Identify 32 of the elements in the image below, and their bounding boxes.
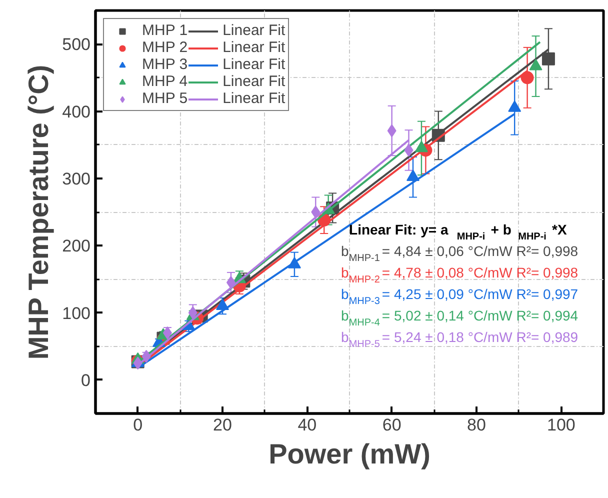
legend-label: Linear Fit — [222, 73, 286, 90]
point — [414, 140, 428, 152]
y-axis-title: MHP Temperature (°C) — [23, 64, 54, 360]
legend-label: Linear Fit — [222, 90, 286, 107]
x-tick-label: 0 — [133, 416, 143, 434]
legend-label: MHP 1 — [142, 22, 188, 39]
x-axis-title: Power (mW) — [268, 438, 430, 470]
point — [188, 306, 198, 320]
legend-label: Linear Fit — [222, 22, 286, 39]
point — [162, 326, 172, 340]
x-tick-label: 80 — [467, 416, 486, 434]
y-tick-label: 400 — [62, 102, 91, 122]
point — [311, 206, 320, 218]
legend-label: MHP 2 — [142, 39, 188, 56]
point — [542, 52, 555, 66]
y-tick-label: 100 — [62, 304, 91, 323]
point — [520, 71, 534, 84]
x-tick-label: 60 — [382, 416, 402, 434]
legend-label: MHP 3 — [142, 56, 188, 73]
point — [387, 124, 396, 138]
y-tick-label: 0 — [81, 370, 91, 390]
y-tick-label: 500 — [62, 35, 91, 54]
legend-label: Linear Fit — [222, 56, 286, 73]
y-tick-label: 300 — [62, 169, 91, 188]
x-tick-label: 100 — [546, 416, 576, 434]
legend-label: MHP 4 — [142, 73, 188, 90]
y-tick-label: 200 — [62, 236, 91, 256]
x-tick-label: 40 — [298, 416, 317, 434]
legend-label: Linear Fit — [222, 39, 286, 56]
x-tick-label: 20 — [213, 416, 232, 434]
point — [404, 144, 414, 157]
legend-label: MHP 5 — [142, 90, 188, 107]
